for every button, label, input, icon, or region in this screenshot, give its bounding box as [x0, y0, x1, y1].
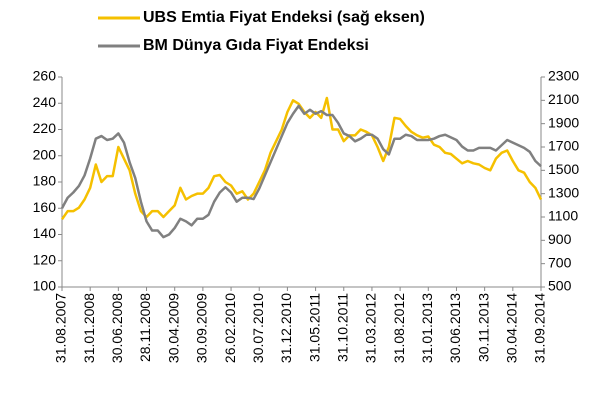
y2-tick-label: 1500 [548, 161, 579, 177]
x-tick-label: 31.09.2014 [532, 293, 548, 363]
x-tick-label: 31.08.2007 [53, 293, 69, 363]
y-tick-label: 160 [33, 199, 57, 215]
series-line [60, 104, 542, 239]
legend: UBS Emtia Fiyat Endeksi (sağ eksen) BM Dü… [98, 9, 425, 54]
x-tick-label: 30.06.2008 [109, 293, 125, 363]
x-tick-label: 30.09.2009 [194, 293, 210, 363]
x-tick-label: 26.02.2010 [222, 293, 238, 363]
y2-tick-label: 1900 [548, 114, 579, 130]
x-tick-label: 31.05.2011 [306, 293, 322, 362]
x-tick-label: 31.01.2008 [81, 293, 97, 363]
y2-tick-label: 2300 [548, 68, 579, 84]
y-tick-label: 100 [33, 278, 57, 294]
series-line [60, 96, 543, 221]
y-tick-label: 240 [33, 94, 57, 110]
x-tick-label: 30.07.2010 [250, 293, 266, 363]
y2-tick-label: 1100 [548, 208, 578, 224]
x-tick-label: 30.06.2013 [447, 293, 463, 363]
x-tick-label: 30.04.2014 [504, 293, 520, 363]
y-tick-label: 180 [33, 173, 57, 189]
x-tick-label: 31.12.2010 [278, 293, 294, 363]
x-tick-label: 28.11.2008 [137, 293, 153, 362]
y2-tick-label: 500 [548, 278, 572, 294]
y-tick-label: 260 [33, 68, 57, 84]
y-tick-label: 140 [33, 225, 57, 241]
x-tick-label: 31.03.2012 [363, 293, 379, 363]
y2-tick-label: 900 [548, 231, 572, 247]
y2-tick-label: 1700 [548, 138, 579, 154]
y-tick-label: 120 [33, 251, 57, 267]
x-tick-label: 31.01.2013 [419, 293, 435, 363]
y2-tick-label: 700 [548, 254, 572, 270]
y2-tick-label: 1300 [548, 184, 579, 200]
y-tick-label: 220 [33, 120, 57, 136]
y2-tick-label: 2100 [548, 91, 579, 107]
x-tick-label: 31.10.2011 [334, 293, 350, 362]
y-tick-label: 200 [33, 146, 57, 162]
legend-label: UBS Emtia Fiyat Endeksi (sağ eksen) [143, 9, 425, 26]
x-tick-label: 31.08.2012 [391, 293, 407, 363]
legend-label: BM Dünya Gıda Fiyat Endeksi [143, 37, 369, 54]
x-tick-label: 30.11.2013 [475, 293, 491, 362]
x-tick-label: 30.04.2009 [165, 293, 181, 363]
